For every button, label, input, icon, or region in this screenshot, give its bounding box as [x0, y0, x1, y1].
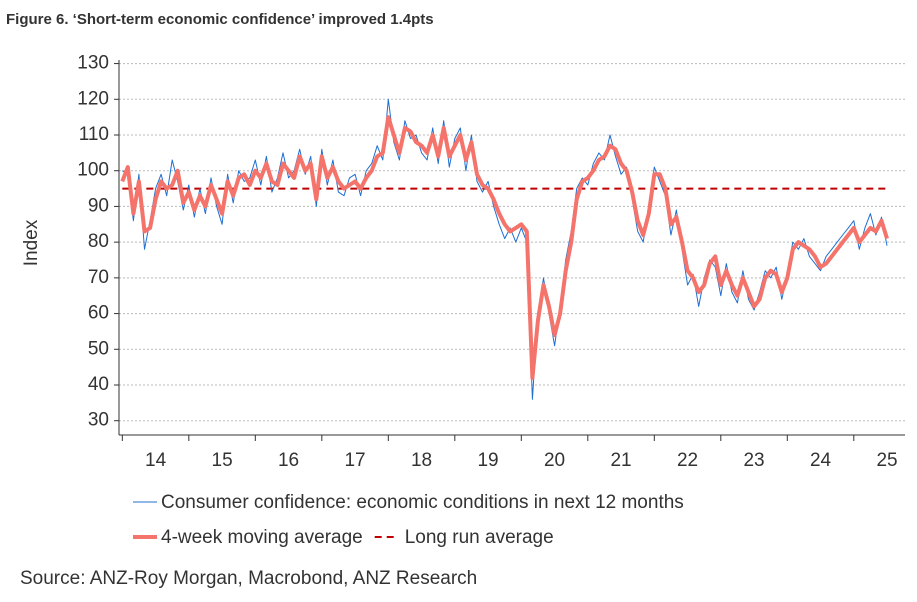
y-tick-label: 70: [88, 267, 109, 288]
y-tick-label: 60: [88, 303, 109, 324]
y-tick-label: 110: [79, 124, 109, 145]
source: Source: ANZ-Roy Morgan, Macrobond, ANZ R…: [20, 568, 477, 589]
x-tick-label: 24: [810, 450, 832, 471]
x-tick-label: 15: [212, 450, 233, 471]
x-tick-label: 17: [344, 450, 365, 471]
y-tick-label: 130: [77, 53, 109, 74]
x-tick-label: 22: [677, 450, 698, 471]
legend-label: Long run average: [405, 527, 554, 548]
x-tick-label: 20: [544, 450, 565, 471]
y-tick-label: 80: [88, 231, 109, 252]
x-tick-label: 21: [610, 450, 631, 471]
series-line: [122, 98, 888, 400]
x-tick-label: 25: [876, 450, 897, 471]
y-tick-label: 50: [88, 338, 109, 359]
y-tick-label: 40: [88, 374, 109, 395]
chart-title: Figure 6. ‘Short-term economic confidenc…: [6, 11, 434, 28]
x-tick-label: 14: [145, 450, 167, 471]
x-tick-label: 19: [477, 450, 498, 471]
legend-label: 4-week moving average: [161, 527, 363, 548]
y-tick-label: 100: [77, 160, 109, 181]
x-tick-label: 23: [743, 450, 764, 471]
y-tick-label: 90: [88, 195, 109, 216]
y-tick-label: 30: [88, 410, 109, 431]
x-tick-label: 16: [278, 450, 299, 471]
y-tick-label: 120: [77, 88, 109, 109]
series-line: [120, 115, 889, 380]
legend-label: Consumer confidence: economic conditions…: [161, 492, 684, 513]
x-tick-label: 18: [411, 450, 432, 471]
y-axis-label: Index: [21, 219, 42, 266]
